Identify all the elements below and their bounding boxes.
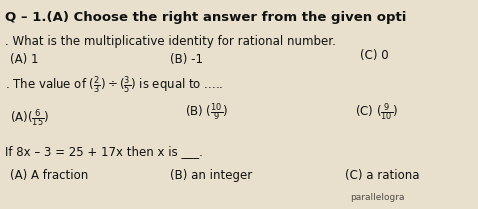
- Text: . The value of $(\frac{2}{3}) \div (\frac{3}{5})$ is equal to .....: . The value of $(\frac{2}{3}) \div (\fra…: [5, 74, 223, 96]
- Text: (C) $(\frac{9}{10})$: (C) $(\frac{9}{10})$: [355, 101, 398, 123]
- Text: parallelogra: parallelogra: [350, 194, 404, 203]
- Text: (A) A fraction: (A) A fraction: [10, 168, 88, 181]
- Text: (A)$(\frac{6}{15})$: (A)$(\frac{6}{15})$: [10, 107, 49, 129]
- Text: (B) $(\frac{10}{9})$: (B) $(\frac{10}{9})$: [185, 101, 228, 123]
- Text: (A) 1: (A) 1: [10, 54, 39, 66]
- Text: If 8x – 3 = 25 + 17x then x is ___.: If 8x – 3 = 25 + 17x then x is ___.: [5, 145, 203, 158]
- Text: (C) a rationa: (C) a rationa: [345, 168, 420, 181]
- Text: . What is the multiplicative identity for rational number.: . What is the multiplicative identity fo…: [5, 36, 336, 48]
- Text: (B) an integer: (B) an integer: [170, 168, 252, 181]
- Text: (B) -1: (B) -1: [170, 54, 203, 66]
- Text: (C) 0: (C) 0: [360, 48, 389, 61]
- Text: Q – 1.(A) Choose the right answer from the given opti: Q – 1.(A) Choose the right answer from t…: [5, 11, 406, 24]
